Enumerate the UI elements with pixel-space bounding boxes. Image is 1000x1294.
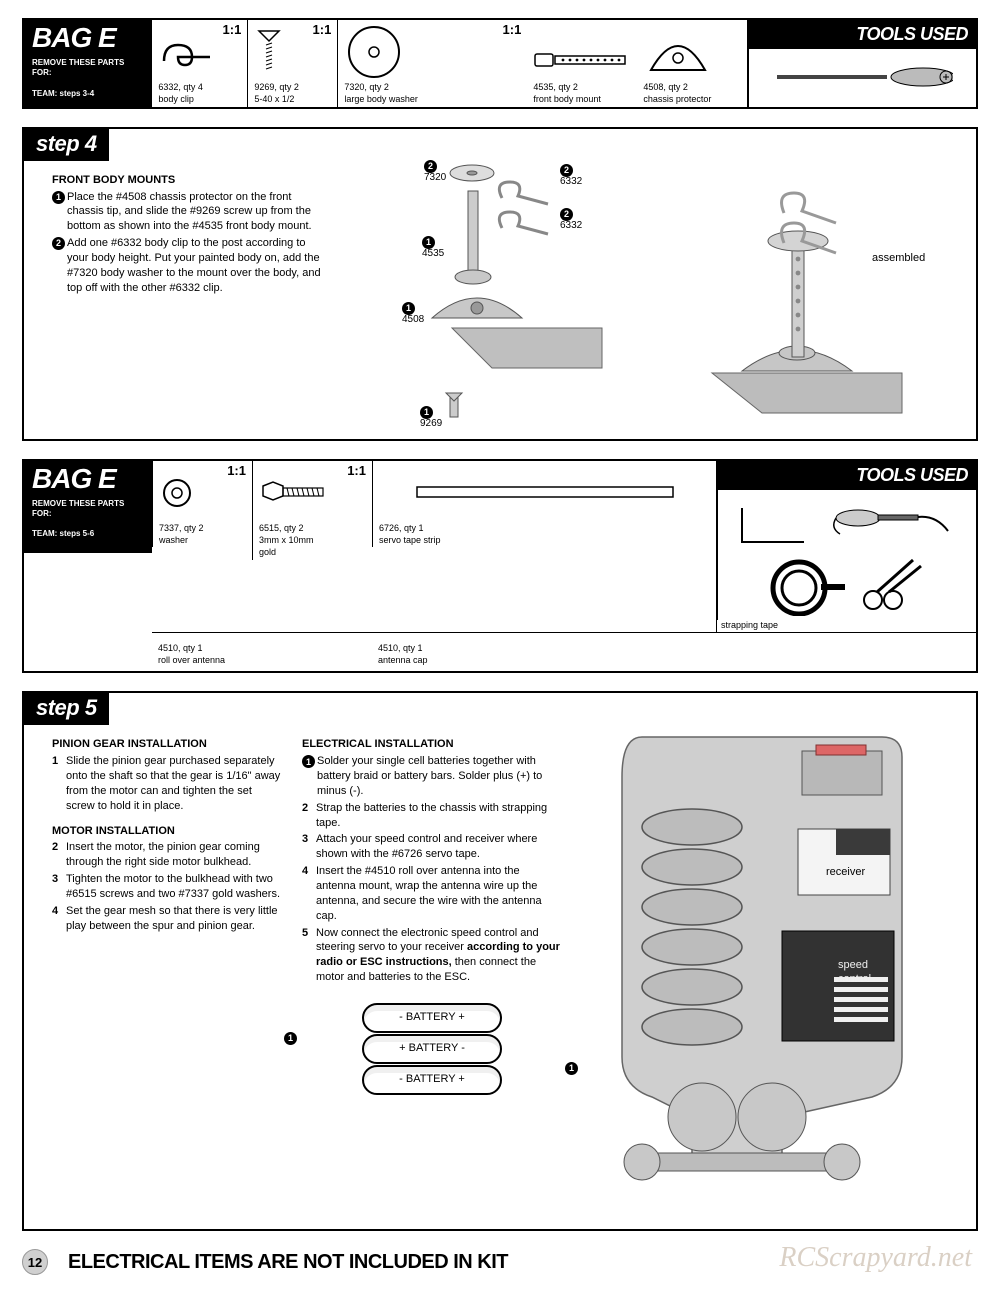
part-caption: 7320, qty 2 bbox=[344, 82, 389, 92]
screw-icon bbox=[254, 24, 284, 80]
instr-text: Attach your speed control and receiver w… bbox=[316, 832, 562, 862]
body-clip-icon bbox=[158, 24, 220, 80]
bag-subtitle-1: REMOVE THESE PARTS FOR: bbox=[32, 499, 144, 520]
callout-6332: 6332 bbox=[560, 176, 582, 187]
part-caption: gold bbox=[259, 547, 276, 557]
bag-e-header-2: BAG E REMOVE THESE PARTS FOR: TEAM: step… bbox=[22, 459, 978, 674]
hex-screw-icon bbox=[259, 465, 329, 521]
bag-title: BAG E bbox=[32, 465, 144, 493]
instr-text: Add one #6332 body clip to the post acco… bbox=[67, 236, 322, 295]
speed-control-label: speedcontrol bbox=[838, 959, 871, 985]
tools-area bbox=[748, 49, 976, 107]
soldering-iron-icon bbox=[830, 498, 960, 538]
bag-subtitle-2: TEAM: steps 3-4 bbox=[32, 89, 143, 99]
callout-4508: 4508 bbox=[402, 314, 424, 325]
battery-diagram: - BATTERY + + BATTERY - - BATTERY + 1 1 bbox=[302, 1003, 562, 1095]
tools-used-label: TOOLS USED bbox=[748, 20, 976, 49]
step-label: step 5 bbox=[24, 693, 109, 725]
tool-caption: strapping tape bbox=[717, 620, 976, 632]
scale-label: 1:1 bbox=[313, 22, 332, 37]
step-5-panel: step 5 PINION GEAR INSTALLATION 1Slide t… bbox=[22, 691, 978, 1231]
instr-text: Solder your single cell batteries togeth… bbox=[317, 754, 562, 799]
battery-cell: + BATTERY - bbox=[362, 1034, 502, 1064]
scale-label: 1:1 bbox=[227, 463, 246, 478]
receiver-label: receiver bbox=[826, 867, 865, 878]
washer-icon bbox=[159, 465, 195, 521]
scale-label: 1:1 bbox=[347, 463, 366, 478]
hex-wrench-icon bbox=[734, 498, 824, 548]
page-number: 12 bbox=[22, 1249, 48, 1275]
scale-label: 1:1 bbox=[223, 22, 242, 37]
part-caption: 6726, qty 1 bbox=[379, 523, 424, 533]
instr-text: Tighten the motor to the bulkhead with t… bbox=[66, 872, 282, 902]
part-caption: large body washer bbox=[344, 94, 418, 104]
instr-text: Now connect the electronic speed control… bbox=[316, 926, 562, 985]
part-caption: roll over antenna bbox=[158, 655, 225, 665]
part-caption: 4535, qty 2 bbox=[533, 82, 578, 92]
instr-text: Slide the pinion gear purchased separate… bbox=[66, 754, 282, 813]
scissors-icon bbox=[855, 554, 935, 616]
instr-heading: MOTOR INSTALLATION bbox=[52, 824, 282, 839]
bag-subtitle-2: TEAM: steps 5-6 bbox=[32, 529, 144, 539]
scale-label: 1:1 bbox=[503, 22, 522, 37]
bag-title: BAG E bbox=[32, 24, 143, 52]
part-caption: 6515, qty 2 bbox=[259, 523, 304, 533]
part-caption: front body mount bbox=[533, 94, 601, 104]
part-caption: 4510, qty 1 bbox=[158, 643, 203, 653]
instr-heading: PINION GEAR INSTALLATION bbox=[52, 737, 282, 752]
tools-used-label: TOOLS USED bbox=[717, 461, 976, 490]
battery-cell: - BATTERY + bbox=[362, 1003, 502, 1033]
part-caption: chassis protector bbox=[643, 94, 711, 104]
assembled-label: assembled bbox=[872, 253, 925, 264]
part-caption: 4508, qty 2 bbox=[643, 82, 688, 92]
tools-area bbox=[717, 490, 976, 620]
page-footer: 12 ELECTRICAL ITEMS ARE NOT INCLUDED IN … bbox=[22, 1249, 978, 1275]
part-caption: body clip bbox=[158, 94, 194, 104]
step-4-panel: step 4 FRONT BODY MOUNTS 1 Place the #45… bbox=[22, 127, 978, 441]
tape-roll-icon bbox=[759, 554, 849, 616]
instr-text: Insert the motor, the pinion gear coming… bbox=[66, 840, 282, 870]
part-caption: 7337, qty 2 bbox=[159, 523, 204, 533]
screwdriver-icon bbox=[773, 65, 953, 91]
instr-text: Strap the batteries to the chassis with … bbox=[316, 801, 562, 831]
chassis-diagram: receiver speedcontrol bbox=[582, 737, 958, 1095]
step4-diagram: 27320 26332 26332 14535 14508 19269 asse… bbox=[342, 173, 958, 298]
part-caption: 9269, qty 2 bbox=[254, 82, 299, 92]
part-caption: servo tape strip bbox=[379, 535, 441, 545]
part-caption: antenna cap bbox=[378, 655, 428, 665]
callout-7320: 7320 bbox=[424, 172, 446, 183]
callout-9269: 9269 bbox=[420, 418, 442, 429]
part-caption: 5-40 x 1/2 bbox=[254, 94, 294, 104]
bag-e-header-1: BAG E REMOVE THESE PARTS FOR: TEAM: step… bbox=[22, 18, 978, 109]
part-caption: 6332, qty 4 bbox=[158, 82, 203, 92]
chassis-protector-icon bbox=[643, 24, 713, 80]
step-label: step 4 bbox=[24, 129, 109, 161]
servo-tape-icon bbox=[379, 465, 710, 521]
part-caption: 4510, qty 1 bbox=[378, 643, 423, 653]
instr-text: Place the #4508 chassis protector on the… bbox=[67, 190, 322, 235]
footer-note: ELECTRICAL ITEMS ARE NOT INCLUDED IN KIT bbox=[68, 1251, 508, 1274]
instr-heading: ELECTRICAL INSTALLATION bbox=[302, 737, 562, 752]
callout-6332: 6332 bbox=[560, 220, 582, 231]
bag-subtitle-1: REMOVE THESE PARTS FOR: bbox=[32, 58, 143, 79]
part-caption: 3mm x 10mm bbox=[259, 535, 314, 545]
instr-heading: FRONT BODY MOUNTS bbox=[52, 173, 322, 188]
battery-cell: - BATTERY + bbox=[362, 1065, 502, 1095]
large-washer-icon bbox=[344, 24, 404, 80]
part-caption: washer bbox=[159, 535, 188, 545]
instr-text: Set the gear mesh so that there is very … bbox=[66, 904, 282, 934]
bullet-1: 1 bbox=[52, 191, 65, 204]
instr-text: Insert the #4510 roll over antenna into … bbox=[316, 864, 562, 923]
front-body-mount-icon bbox=[533, 24, 629, 80]
bullet-2: 2 bbox=[52, 237, 65, 250]
callout-4535: 4535 bbox=[422, 248, 444, 259]
